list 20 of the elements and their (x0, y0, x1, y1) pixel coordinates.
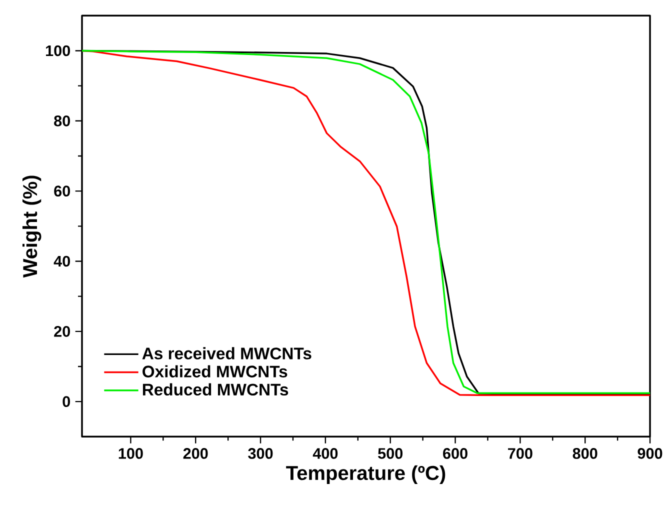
legend-label: As received MWCNTs (142, 347, 312, 360)
x-tick-label: 600 (443, 448, 468, 459)
legend-label: Oxidized MWCNTs (142, 365, 288, 378)
x-tick-label: 400 (312, 448, 338, 459)
y-tick-label: 80 (54, 115, 70, 126)
y-tick-label: 100 (46, 45, 70, 56)
y-tick-label: 20 (54, 326, 70, 337)
x-tick-label: 200 (183, 448, 208, 459)
y-axis-title: Weight (%) (22, 176, 42, 278)
x-tick-label: 300 (248, 448, 273, 459)
legend-label: Reduced MWCNTs (142, 383, 288, 396)
x-axis-title: Temperature (ºC) (286, 465, 446, 484)
y-tick-label: 40 (54, 256, 70, 267)
x-tick-label: 100 (118, 448, 143, 459)
y-tick-label: 0 (62, 396, 70, 408)
x-tick-label: 500 (378, 448, 403, 459)
y-tick-label: 60 (54, 186, 70, 197)
x-tick-label: 800 (572, 448, 598, 459)
x-tick-label: 900 (638, 448, 662, 459)
x-tick-label: 700 (508, 448, 532, 459)
